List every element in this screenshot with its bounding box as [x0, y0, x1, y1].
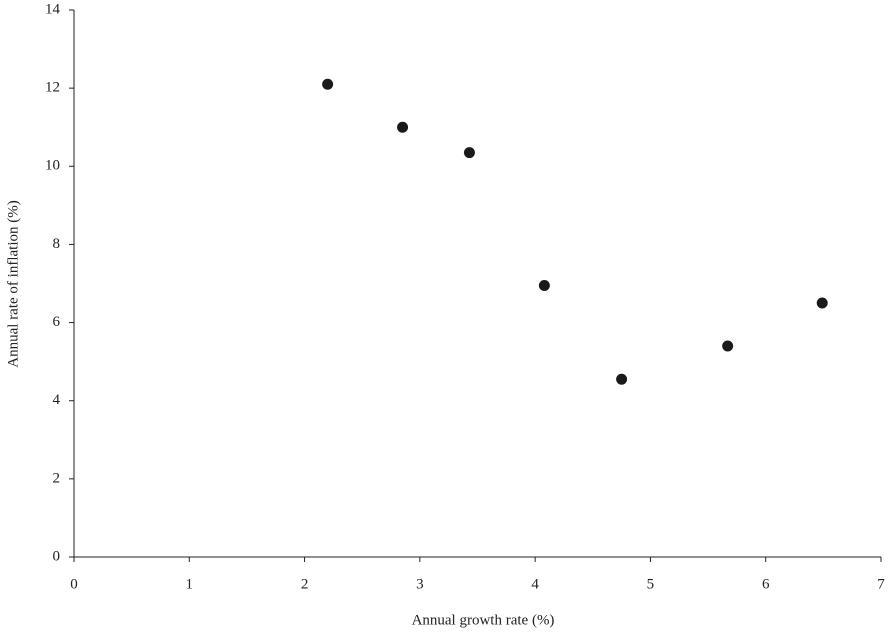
x-tick-label: 7 — [877, 576, 885, 592]
x-tick-label: 1 — [186, 576, 194, 592]
y-tick-label: 14 — [45, 1, 61, 17]
point — [722, 340, 734, 352]
y-tick-label: 6 — [53, 314, 61, 330]
x-tick-label: 2 — [301, 576, 309, 592]
y-tick-label: 8 — [53, 236, 61, 252]
point — [816, 297, 828, 309]
point — [397, 121, 409, 133]
y-tick-label: 12 — [45, 80, 60, 96]
y-tick-label: 0 — [53, 548, 61, 564]
point — [463, 147, 475, 159]
point — [322, 78, 334, 90]
point — [616, 373, 628, 385]
y-tick-label: 2 — [53, 470, 61, 486]
x-tick-label: 6 — [762, 576, 770, 592]
x-axis-label: Annual growth rate (%) — [412, 612, 555, 628]
y-axis-label: Annual rate of inflation (%) — [5, 200, 21, 367]
point — [538, 279, 550, 291]
x-tick-label: 3 — [416, 576, 424, 592]
x-tick-label: 4 — [531, 576, 539, 592]
x-tick-label: 5 — [647, 576, 655, 592]
x-tick-label: 0 — [70, 576, 78, 592]
y-tick-label: 4 — [53, 392, 61, 408]
y-tick-label: 10 — [45, 158, 60, 174]
